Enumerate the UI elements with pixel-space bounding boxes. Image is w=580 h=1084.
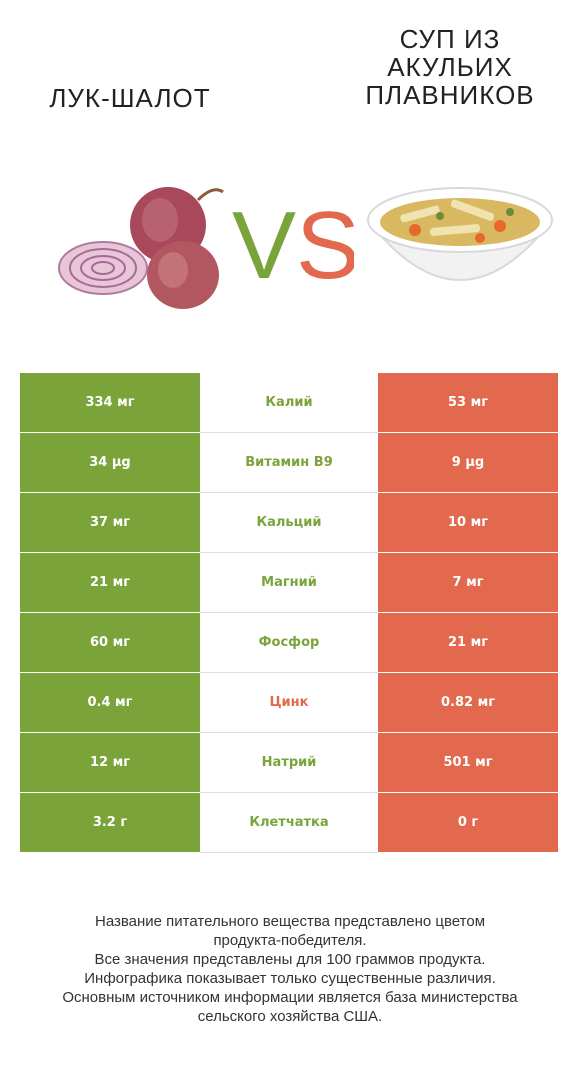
- left-value-cell: 3.2 г: [20, 793, 200, 853]
- nutrient-name-cell: Кальций: [200, 493, 378, 553]
- left-value-cell: 60 мг: [20, 613, 200, 673]
- footer-line: сельского хозяйства США.: [197, 1008, 383, 1025]
- right-title-line: СУП ИЗ: [399, 24, 501, 54]
- table-row: 334 мг Калий 53 мг: [20, 373, 558, 433]
- right-value-cell: 501 мг: [378, 733, 558, 793]
- vs-v: V: [232, 192, 296, 290]
- left-title-line: ЛУК-ШАЛОТ: [49, 83, 211, 113]
- nutrient-name-cell: Натрий: [200, 733, 378, 793]
- footer-line: продукта-победителя.: [213, 932, 367, 949]
- nutrient-name-cell: Фосфор: [200, 613, 378, 673]
- table-row: 21 мг Магний 7 мг: [20, 553, 558, 613]
- left-product-title: ЛУК-ШАЛОТ: [20, 84, 240, 112]
- footer-line: Основным источником информации является …: [62, 989, 518, 1006]
- vs-s: S: [296, 192, 354, 290]
- vs-label: V S: [232, 192, 354, 290]
- nutrient-name-cell: Цинк: [200, 673, 378, 733]
- footer-line: Инфографика показывает только существенн…: [84, 970, 496, 987]
- comparison-table: 334 мг Калий 53 мг 34 µg Витамин B9 9 µg 37 мг…: [20, 373, 558, 853]
- table-row: 34 µg Витамин B9 9 µg: [20, 433, 558, 493]
- shallot-image: [58, 187, 224, 309]
- right-value-cell: 53 мг: [378, 373, 558, 433]
- table-row: 60 мг Фосфор 21 мг: [20, 613, 558, 673]
- nutrient-name-cell: Калий: [200, 373, 378, 433]
- left-value-cell: 37 мг: [20, 493, 200, 553]
- footer-line: Название питательного вещества представл…: [94, 913, 486, 930]
- left-value-cell: 0.4 мг: [20, 673, 200, 733]
- nutrient-name-cell: Клетчатка: [200, 793, 378, 853]
- table-row: 0.4 мг Цинк 0.82 мг: [20, 673, 558, 733]
- right-title-line: ПЛАВНИКОВ: [365, 80, 535, 110]
- right-product-title: СУП ИЗ АКУЛЬИХ ПЛАВНИКОВ: [350, 25, 550, 109]
- nutrient-name-cell: Витамин B9: [200, 433, 378, 493]
- footer-notes: Название питательного вещества представл…: [0, 912, 580, 1026]
- right-value-cell: 0.82 мг: [378, 673, 558, 733]
- left-value-cell: 334 мг: [20, 373, 200, 433]
- right-value-cell: 7 мг: [378, 553, 558, 613]
- left-value-cell: 12 мг: [20, 733, 200, 793]
- table-row: 12 мг Натрий 501 мг: [20, 733, 558, 793]
- right-title-line: АКУЛЬИХ: [387, 52, 513, 82]
- left-value-cell: 34 µg: [20, 433, 200, 493]
- shark-fin-soup-image: [365, 187, 555, 281]
- footer-line: Все значения представлены для 100 граммо…: [94, 951, 486, 968]
- table-row: 37 мг Кальций 10 мг: [20, 493, 558, 553]
- table-row: 3.2 г Клетчатка 0 г: [20, 793, 558, 853]
- right-value-cell: 9 µg: [378, 433, 558, 493]
- right-value-cell: 21 мг: [378, 613, 558, 673]
- left-value-cell: 21 мг: [20, 553, 200, 613]
- nutrient-name-cell: Магний: [200, 553, 378, 613]
- right-value-cell: 0 г: [378, 793, 558, 853]
- right-value-cell: 10 мг: [378, 493, 558, 553]
